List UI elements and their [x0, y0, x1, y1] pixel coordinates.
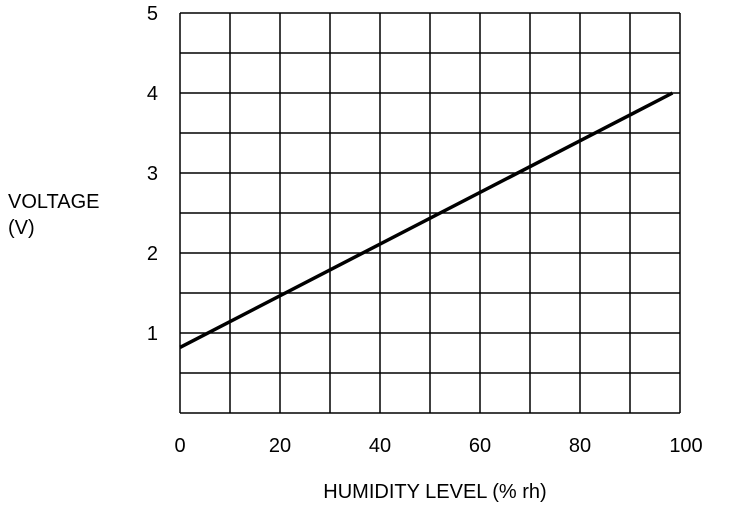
- series-layer: [179, 91, 674, 349]
- series-line-0: [179, 91, 674, 349]
- grid: [179, 12, 681, 414]
- y-tick-labels: 1 2 3 4 5: [147, 3, 158, 345]
- x-tick-label-80: 80: [569, 435, 591, 457]
- x-tick-label-40: 40: [369, 435, 391, 457]
- y-tick-label-1: 1: [147, 323, 158, 345]
- y-tick-label-3: 3: [147, 163, 158, 185]
- y-tick-label-5: 5: [147, 3, 158, 25]
- y-axis-label-line2: (V): [8, 217, 35, 239]
- x-tick-label-100: 100: [669, 435, 702, 457]
- x-tick-label-60: 60: [469, 435, 491, 457]
- x-tick-labels: 0 20 40 60 80 100: [174, 435, 702, 457]
- y-tick-label-2: 2: [147, 243, 158, 265]
- x-tick-label-0: 0: [174, 435, 185, 457]
- y-tick-label-4: 4: [147, 83, 158, 105]
- x-tick-label-20: 20: [269, 435, 291, 457]
- y-axis-label-line1: VOLTAGE: [8, 191, 100, 213]
- x-axis-label: HUMIDITY LEVEL (% rh): [323, 481, 546, 503]
